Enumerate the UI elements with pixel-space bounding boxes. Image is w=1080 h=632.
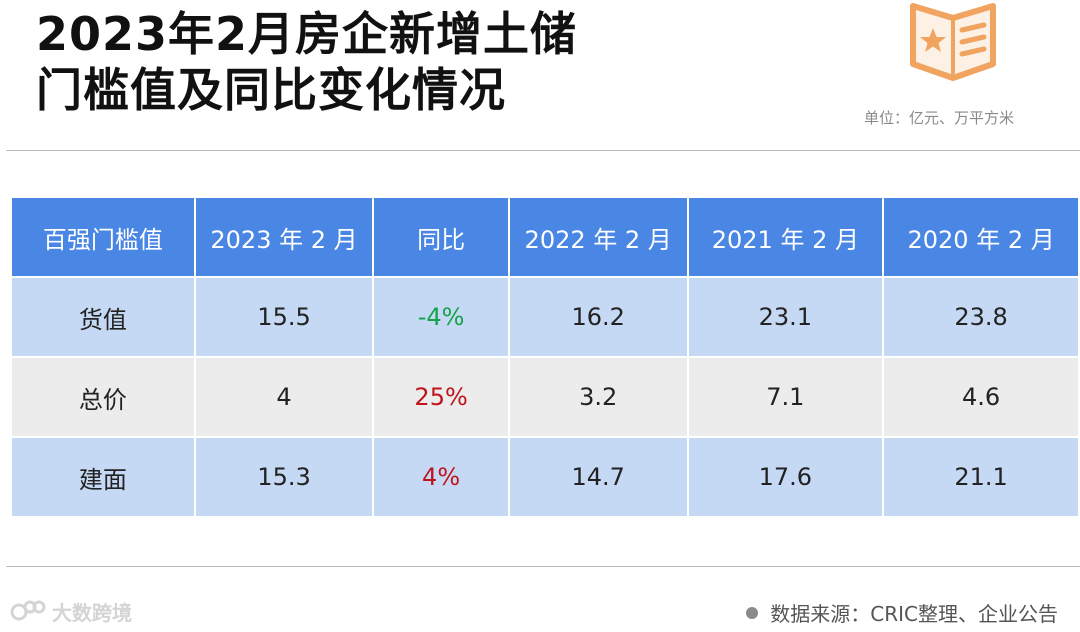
yoy-cell: 25%	[374, 358, 508, 436]
header-cell: 百强门槛值	[12, 198, 194, 276]
row-label: 建面	[12, 438, 194, 516]
divider-top	[6, 150, 1080, 151]
divider-bottom	[6, 566, 1080, 567]
table-row: 建面 15.3 4% 14.7 17.6 21.1	[12, 438, 1078, 516]
table-cell: 7.1	[688, 358, 883, 436]
row-label: 货值	[12, 278, 194, 356]
table-header-row: 百强门槛值 2023 年 2 月 同比 2022 年 2 月 2021 年 2 …	[12, 198, 1078, 276]
header-cell: 2021 年 2 月	[688, 198, 883, 276]
table-row: 总价 4 25% 3.2 7.1 4.6	[12, 358, 1078, 436]
table-cell: 14.7	[509, 438, 687, 516]
source-text: 数据来源：CRIC整理、企业公告	[770, 602, 1058, 626]
source-note: 数据来源：CRIC整理、企业公告	[746, 598, 1058, 627]
table-cell: 4.6	[884, 358, 1078, 436]
unit-label: 单位：亿元、万平方米	[863, 109, 1014, 127]
table-cell: 15.3	[195, 438, 373, 516]
brand-text: 大数跨境	[52, 601, 132, 625]
header-cell: 2020 年 2 月	[884, 198, 1078, 276]
table-row: 货值 15.5 -4% 16.2 23.1 23.8	[12, 278, 1078, 356]
table-cell: 17.6	[688, 438, 883, 516]
yoy-cell: 4%	[374, 438, 508, 516]
title-line-2: 门槛值及同比变化情况	[36, 63, 506, 117]
table-cell: 4	[195, 358, 373, 436]
title-line-1: 2023年2月房企新增土储	[36, 7, 578, 61]
yoy-cell: -4%	[374, 278, 508, 356]
star-book-icon	[910, 3, 996, 81]
table-cell: 21.1	[884, 438, 1078, 516]
header-cell: 同比	[374, 198, 508, 276]
header-cell: 2023 年 2 月	[195, 198, 373, 276]
table-cell: 16.2	[509, 278, 687, 356]
brand-watermark: 大数跨境	[10, 597, 132, 626]
table-cell: 23.8	[884, 278, 1078, 356]
table-cell: 15.5	[195, 278, 373, 356]
table-cell: 23.1	[688, 278, 883, 356]
row-label: 总价	[12, 358, 194, 436]
brand-logo-icon	[10, 600, 46, 620]
header-cell: 2022 年 2 月	[509, 198, 687, 276]
table-cell: 3.2	[509, 358, 687, 436]
bullet-dot-icon	[746, 606, 759, 619]
page-title: 2023年2月房企新增土储 门槛值及同比变化情况	[36, 6, 577, 118]
data-table: 百强门槛值 2023 年 2 月 同比 2022 年 2 月 2021 年 2 …	[10, 196, 1080, 518]
